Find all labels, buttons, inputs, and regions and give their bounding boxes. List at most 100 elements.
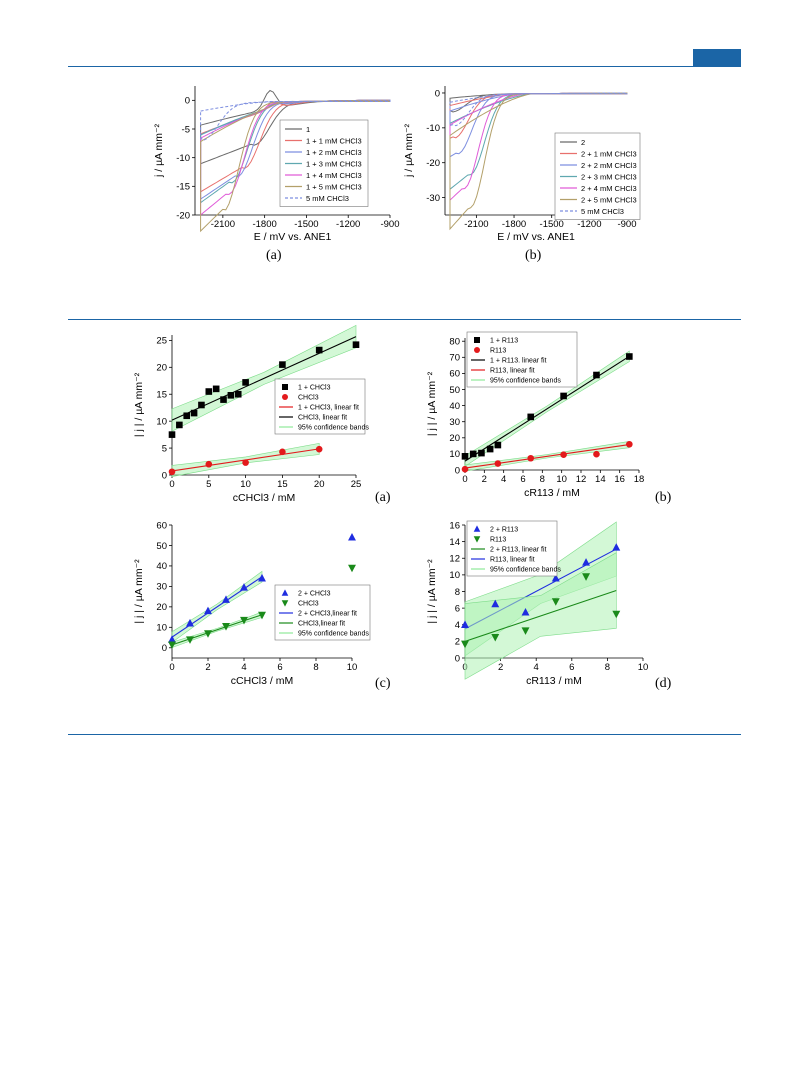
data-point	[168, 431, 176, 438]
legend-label: 5 mM CHCl3	[306, 194, 349, 203]
x-tick-label: 18	[634, 474, 645, 485]
legend: 1 1 + 1 mM CHCl3 1 + 2 mM CHCl3 1 + 3 mM CH…	[279, 119, 369, 207]
axes: 0 2 4 6 8 10 0 10 20 30 40 50 60	[156, 520, 357, 673]
data-point	[461, 465, 469, 473]
x-tick-label: -2100	[211, 219, 235, 230]
y-tick-label: 14	[449, 537, 460, 548]
cv-curve	[449, 92, 628, 139]
y-axis-label: | j | / µA mm⁻²	[426, 371, 438, 436]
fit-chart-c: 0 2 4 6 8 10 0 10 20 30 40 50 60 cCHCl3 / mM | j | / µ…	[133, 520, 371, 687]
data-point	[186, 636, 194, 644]
data-point	[521, 627, 530, 635]
data-point	[258, 573, 266, 582]
legend-label: 1 + 5 mM CHCl3	[306, 182, 362, 191]
legend-label: 1 + R113. linear fit	[490, 358, 547, 365]
x-tick-label: -1800	[252, 219, 276, 230]
y-tick-label: 8	[455, 587, 460, 598]
data-point	[348, 532, 356, 541]
data-point	[240, 583, 248, 591]
legend-label: R113	[490, 537, 506, 544]
cv-chart-b: -2100 -1800 -1500 -1200 -900 0 -10 -20 -30 E / mV…	[403, 86, 641, 243]
legend-swatch	[473, 536, 481, 543]
y-tick-label: -20	[426, 158, 440, 169]
y-tick-label: 0	[455, 465, 460, 476]
data-point	[478, 449, 485, 457]
panel-label-fit-d: (d)	[655, 676, 672, 691]
y-tick-label: 40	[156, 561, 167, 572]
legend: 1 + CHCl3 CHCl3 1 + CHCl3, linear fit CHCl3…	[274, 378, 369, 435]
legend-label: R113	[490, 348, 506, 355]
y-tick-label: 70	[449, 353, 460, 364]
legend-label: 2 + R113, linear fit	[490, 547, 547, 554]
legend-label: 2	[581, 138, 585, 147]
y-tick-label: 10	[156, 416, 167, 427]
data-point	[279, 448, 286, 456]
legend-label: 2 + 5 mM CHCl3	[581, 195, 637, 204]
legend-label: 1 + 3 mM CHCl3	[306, 159, 362, 168]
y-tick-label: 20	[449, 433, 460, 444]
cv-curve	[449, 92, 628, 127]
y-tick-label: 0	[435, 88, 440, 99]
legend-swatch	[474, 337, 480, 343]
x-tick-label: -1800	[502, 219, 526, 230]
x-tick-label: 2	[498, 662, 503, 673]
y-tick-label: -20	[176, 210, 190, 221]
data-point	[521, 607, 530, 616]
legend-label: CHCl3, linear fit	[298, 415, 347, 422]
y-tick-label: 20	[156, 363, 167, 374]
y-tick-label: 60	[449, 369, 460, 380]
y-tick-label: 30	[449, 417, 460, 428]
y-tick-label: 0	[162, 643, 167, 654]
y-tick-label: -30	[426, 193, 440, 204]
fit-chart-b: 0 2 4 6 8 10 12 14 16 18 0 10 20 30 40 50 60 70 80 cR113 / …	[426, 331, 645, 499]
legend-label: CHCl3	[298, 395, 319, 402]
data-point	[186, 618, 194, 627]
data-point	[212, 385, 220, 393]
x-tick-label: -2100	[464, 219, 488, 230]
data-point	[491, 599, 500, 608]
data-point	[593, 450, 600, 458]
legend-label: 1	[306, 125, 310, 134]
data-point	[491, 633, 500, 642]
legend-label: CHCl3	[298, 601, 319, 608]
y-tick-label: 10	[449, 570, 460, 581]
y-tick-label: -15	[176, 182, 190, 193]
x-tick-label: 4	[534, 662, 539, 673]
y-tick-label: 0	[185, 96, 190, 107]
x-tick-label: 4	[501, 474, 506, 485]
legend: 2 + CHCl3 CHCl3 2 + CHCl3,linear fit CHCl3,…	[274, 584, 371, 641]
y-tick-label: 0	[162, 470, 167, 481]
legend-label: 1 + CHCl3, linear fit	[298, 405, 359, 412]
data-point	[560, 392, 567, 400]
data-point	[234, 390, 242, 398]
data-point	[242, 379, 249, 386]
data-point	[494, 460, 502, 467]
cv-chart-a: -2100 -1800 -1500 -1200 -900 0 -5 -10 -15 -20 E / …	[153, 86, 400, 243]
y-tick-label: 10	[449, 449, 460, 460]
data-point	[240, 616, 248, 625]
y-tick-label: 30	[156, 582, 167, 593]
fit-line	[464, 443, 630, 469]
x-tick-label: -900	[380, 219, 399, 230]
legend-label: R113, linear fit	[490, 557, 535, 564]
data-point	[220, 396, 227, 403]
y-tick-label: 10	[156, 623, 167, 634]
legend-label: 1 + 2 mM CHCl3	[306, 148, 362, 157]
data-point	[205, 460, 213, 468]
x-tick-label: 2	[205, 662, 210, 673]
x-axis-label: E / mV vs. ANE1	[497, 231, 575, 243]
y-tick-label: 0	[455, 653, 460, 664]
fit-chart-a: 0 5 10 15 20 25 0 5 10 15 20 25 cCHCl3 / mM | j | / µ…	[133, 324, 369, 504]
bottom-rule	[68, 734, 741, 736]
legend-swatch	[282, 384, 288, 390]
legend-label: 2 + CHCl3,linear fit	[298, 611, 357, 618]
x-tick-label: 15	[277, 479, 288, 490]
data-point	[461, 620, 469, 628]
x-axis-label: E / mV vs. ANE1	[254, 231, 332, 243]
x-tick-label: 10	[240, 479, 251, 490]
x-tick-label: 5	[206, 479, 211, 490]
legend-label: 2 + 3 mM CHCl3	[581, 172, 637, 181]
x-tick-label: 14	[595, 474, 606, 485]
panel-label-fit-b: (b)	[655, 490, 672, 505]
legend-label: 2 + 1 mM CHCl3	[581, 149, 637, 158]
